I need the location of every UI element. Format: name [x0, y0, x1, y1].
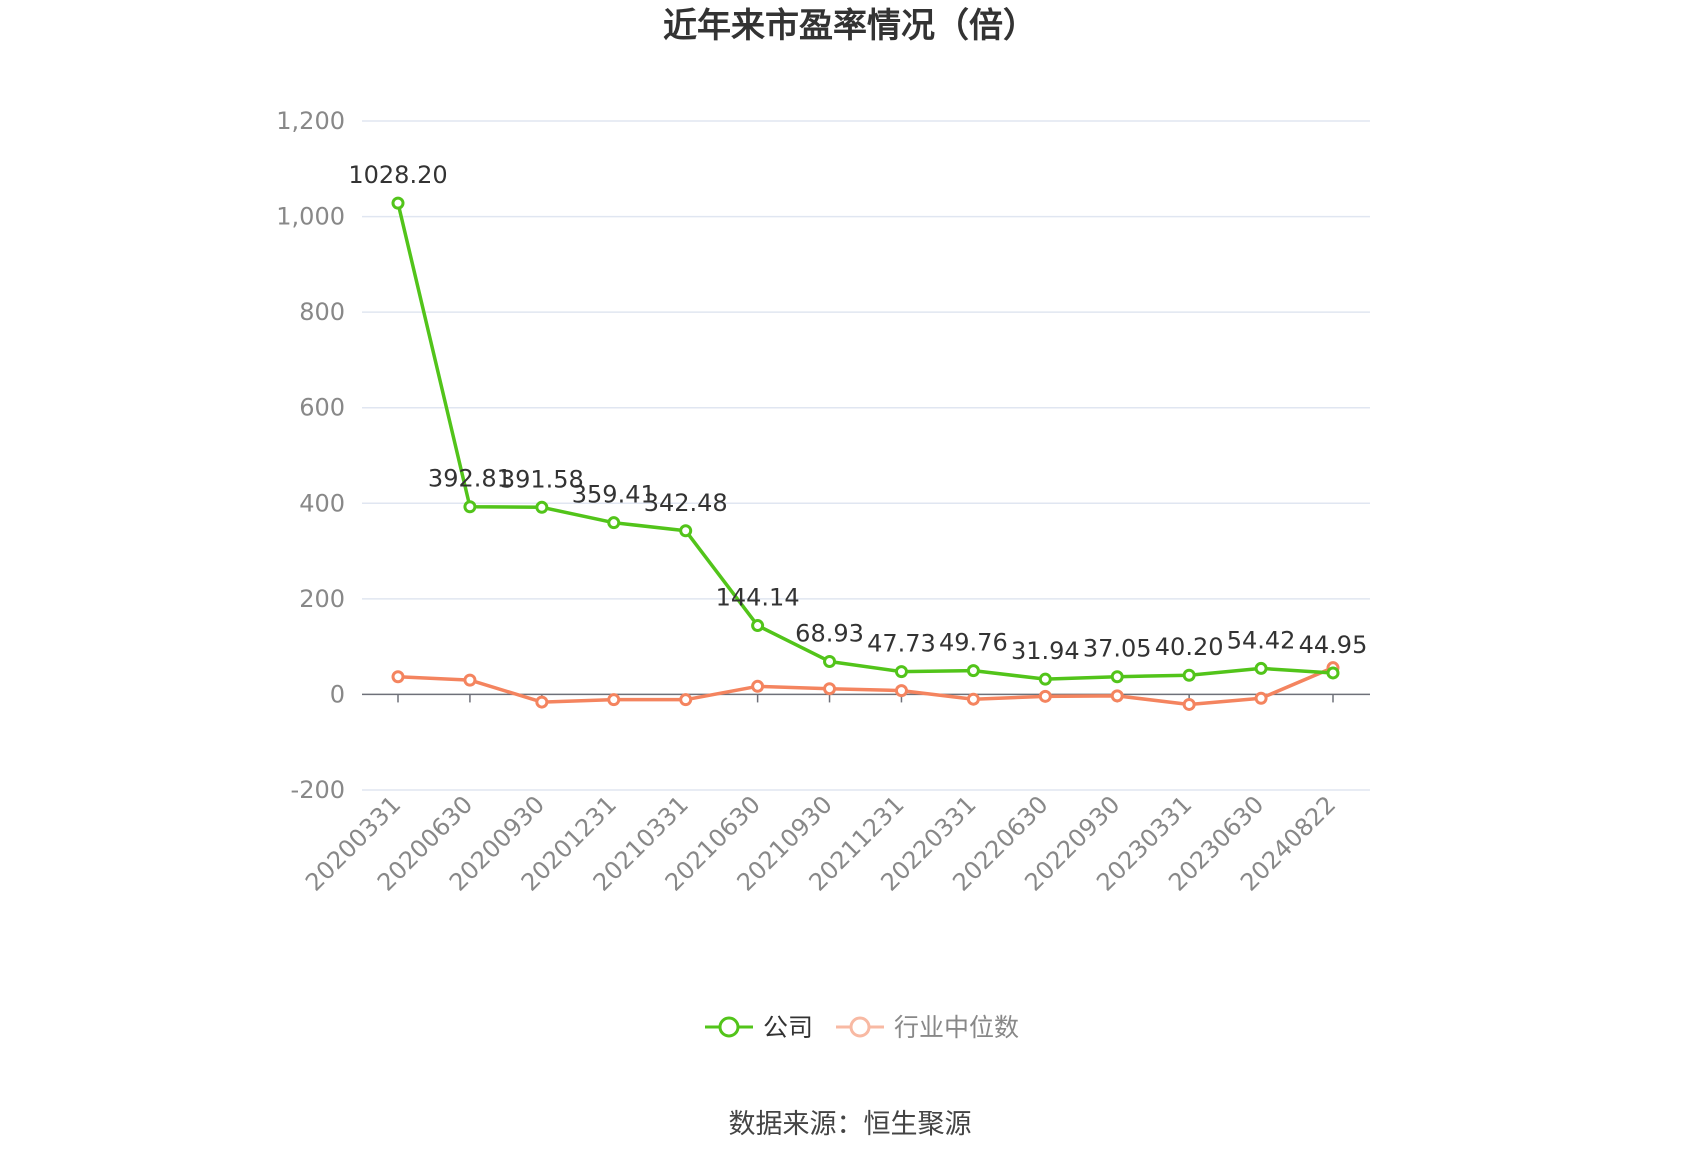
legend[interactable]: 公司 行业中位数 — [705, 1013, 1019, 1042]
company-data-label: 31.94 — [1011, 637, 1080, 665]
y-tick-label: 600 — [299, 394, 345, 422]
industry-median-point — [1254, 691, 1268, 705]
legend-marker-industry-median — [849, 1016, 871, 1038]
company-data-label: 44.95 — [1299, 631, 1368, 659]
industry-median-point — [463, 673, 477, 687]
company-point — [1326, 666, 1340, 680]
grid-lines — [362, 120, 1370, 791]
y-tick-label: 800 — [299, 298, 345, 326]
chart-title: 近年来市盈率情况（倍） — [663, 6, 1037, 46]
company-data-label: 49.76 — [939, 629, 1008, 657]
company-point — [391, 196, 405, 210]
industry-median-point — [391, 670, 405, 684]
company-data-label: 342.48 — [644, 489, 728, 517]
company-point — [463, 500, 477, 514]
company-data-label: 359.41 — [572, 481, 656, 509]
company-point — [823, 654, 837, 668]
y-tick-label: -200 — [291, 776, 345, 804]
company-data-label: 40.20 — [1155, 633, 1224, 661]
series-layer — [391, 196, 1340, 711]
industry-median-point — [823, 682, 837, 696]
y-tick-label: 1,000 — [276, 203, 345, 231]
y-tick-label: 0 — [330, 680, 345, 708]
y-axis-ticks: 1,200 1,000 800 600 400 200 0 -200 — [276, 107, 345, 804]
data-source: 数据来源：恒生聚源 — [729, 1109, 972, 1140]
company-data-label: 54.42 — [1227, 626, 1296, 654]
company-point — [535, 500, 549, 514]
company-point — [1182, 668, 1196, 682]
company-point — [607, 516, 621, 530]
industry-median-point — [894, 684, 908, 698]
company-point — [1110, 670, 1124, 684]
industry-median-point — [751, 679, 765, 693]
company-point — [1254, 661, 1268, 675]
company-data-label: 144.14 — [716, 584, 800, 612]
legend-item-industry-median[interactable]: 行业中位数 — [836, 1013, 1019, 1042]
industry-median-point — [1182, 697, 1196, 711]
company-point — [1038, 672, 1052, 686]
industry-median-point — [535, 695, 549, 709]
company-point — [966, 664, 980, 678]
company-data-label: 37.05 — [1083, 635, 1152, 663]
company-data-label: 1028.20 — [348, 161, 447, 189]
y-tick-label: 1,200 — [276, 107, 345, 135]
company-point — [679, 524, 693, 538]
legend-marker-company — [718, 1016, 740, 1038]
company-data-label: 391.58 — [500, 465, 584, 493]
industry-median-point — [966, 692, 980, 706]
industry-median-point — [607, 693, 621, 707]
legend-label-industry-median: 行业中位数 — [894, 1013, 1019, 1042]
company-point — [751, 619, 765, 633]
industry-median-point — [679, 693, 693, 707]
industry-median-series-line — [397, 666, 1334, 707]
company-data-label: 47.73 — [867, 630, 936, 658]
y-tick-label: 200 — [299, 585, 345, 613]
x-axis: 2020033120200630202009302020123120210331… — [300, 693, 1370, 897]
industry-median-point — [1110, 689, 1124, 703]
industry-median-point — [1038, 689, 1052, 703]
company-point — [894, 665, 908, 679]
legend-label-company: 公司 — [763, 1013, 813, 1042]
company-data-label: 392.81 — [428, 465, 512, 493]
company-data-label: 68.93 — [795, 619, 864, 647]
y-tick-label: 400 — [299, 489, 345, 517]
company-series-line — [396, 202, 1334, 681]
legend-item-company[interactable]: 公司 — [705, 1013, 813, 1042]
